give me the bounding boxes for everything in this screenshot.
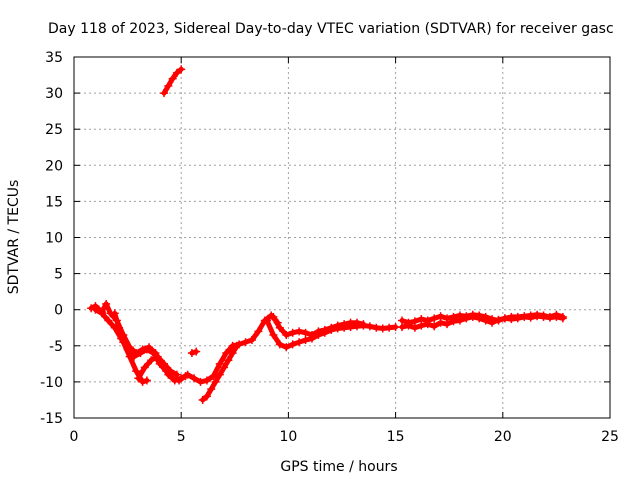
y-tick-label: 0 [54,303,63,319]
y-axis-title: SDTVAR / TECUs [6,180,22,295]
y-tick-label: 35 [45,50,63,66]
x-tick-label: 10 [279,429,297,445]
x-axis-title: GPS time / hours [280,459,397,475]
trace-segment [120,339,133,360]
x-tick-label: 5 [177,429,186,445]
y-tick-label: 15 [45,194,63,210]
data-point [142,376,151,385]
trace-segment [127,354,139,374]
plot-area [87,65,567,404]
grid-lines [74,57,610,418]
axis-ticks: 0 5 10 15 20 25 -15 -10 -5 0 5 10 15 20 25 30 35 [40,50,619,445]
x-tick-label: 25 [601,429,619,445]
data-point [172,370,181,379]
y-tick-label: 20 [45,158,63,174]
data-point [232,341,241,350]
data-point [181,372,190,381]
chart-title: Day 118 of 2023, Sidereal Day-to-day VTE… [48,21,614,37]
y-tick-label: 30 [45,86,63,102]
y-tick-label: -5 [49,339,63,355]
data-point [359,320,368,329]
trace-segment [264,318,276,338]
data-point [192,347,201,356]
x-tick-label: 20 [494,429,512,445]
y-tick-label: 5 [54,267,63,283]
y-tick-label: -10 [40,375,63,391]
x-tick-label: 15 [387,429,405,445]
y-tick-label: 10 [45,231,63,247]
data-point [558,314,567,323]
x-tick-label: 0 [70,429,79,445]
data-point [177,65,186,74]
y-tick-label: 25 [45,122,63,138]
y-tick-label: -15 [40,411,63,427]
